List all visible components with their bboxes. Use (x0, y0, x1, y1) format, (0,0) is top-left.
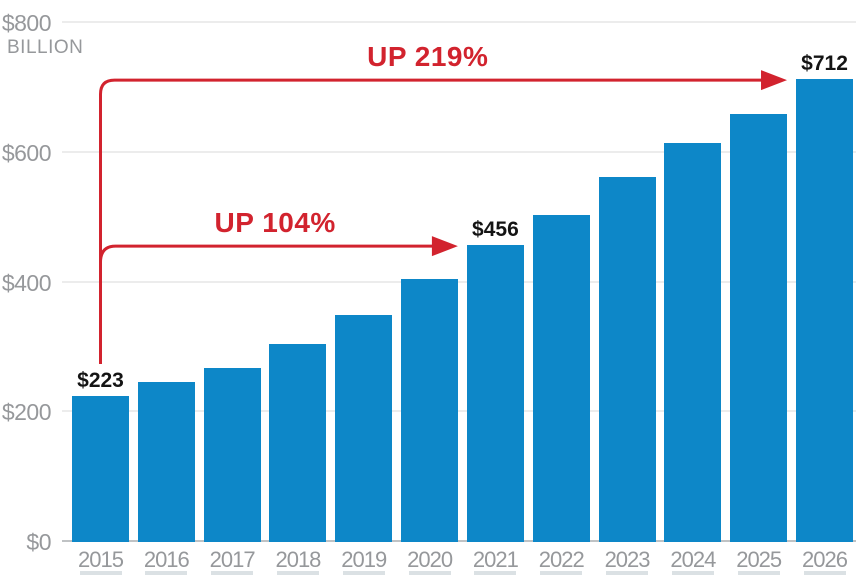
cropped-text-artifact (145, 571, 188, 575)
bar-2018 (269, 343, 327, 542)
bar-value-label: $223 (77, 369, 124, 393)
cropped-text-artifact (606, 571, 649, 575)
x-axis-label-2021: 2021 (472, 547, 519, 572)
x-axis-line (62, 540, 856, 542)
x-axis-label-2017: 2017 (209, 547, 256, 572)
cropped-text-artifact (408, 571, 451, 575)
x-axis-label-2023: 2023 (604, 547, 651, 572)
x-axis-label-2020: 2020 (407, 547, 453, 572)
x-axis-label-2024: 2024 (670, 547, 716, 572)
cropped-text-artifact (474, 571, 517, 575)
growth-arrow-line (99, 244, 436, 263)
bar-2021 (466, 245, 524, 542)
y-tick-label: $800 (1, 10, 52, 36)
bar-value-label: $712 (801, 52, 848, 76)
gridline (62, 410, 856, 413)
bar-2022 (532, 214, 590, 542)
x-axis-label-2022: 2022 (538, 547, 585, 572)
annotation-up-104: UP 104% (214, 207, 336, 239)
y-axis-unit-label: BILLION (7, 37, 84, 58)
annotation-up-219: UP 219% (367, 41, 489, 73)
y-tick-label: $600 (1, 139, 52, 166)
cropped-text-artifact (79, 571, 122, 575)
bar-2019 (335, 315, 393, 542)
cropped-text-artifact (211, 571, 254, 575)
bar-value-label: $456 (472, 218, 519, 242)
x-axis-label-2018: 2018 (275, 547, 321, 572)
y-tick-label: $0 (26, 529, 51, 555)
x-axis-label-2015: 2015 (78, 547, 124, 572)
bar-2020 (401, 278, 459, 542)
cropped-text-artifact (803, 571, 846, 575)
gridline (62, 21, 856, 23)
bar-2023 (598, 177, 656, 542)
bar-2025 (730, 114, 788, 542)
x-axis-label-2025: 2025 (736, 547, 782, 572)
bar-2026 (796, 79, 854, 542)
cropped-text-artifact (671, 571, 714, 575)
cropped-text-artifact (737, 571, 780, 575)
x-axis-label-2016: 2016 (143, 547, 190, 572)
bar-2017 (203, 367, 261, 542)
bar-2016 (137, 382, 195, 542)
cropped-text-artifact (540, 571, 583, 575)
x-axis-label-2026: 2026 (802, 547, 848, 572)
y-tick-label: $200 (1, 399, 52, 426)
x-axis-label-2019: 2019 (341, 547, 387, 572)
cropped-text-artifact (342, 571, 385, 575)
y-tick-label: $400 (1, 269, 52, 296)
bar-2015 (72, 396, 129, 542)
bar-2024 (664, 143, 722, 542)
cropped-text-artifact (276, 571, 319, 575)
